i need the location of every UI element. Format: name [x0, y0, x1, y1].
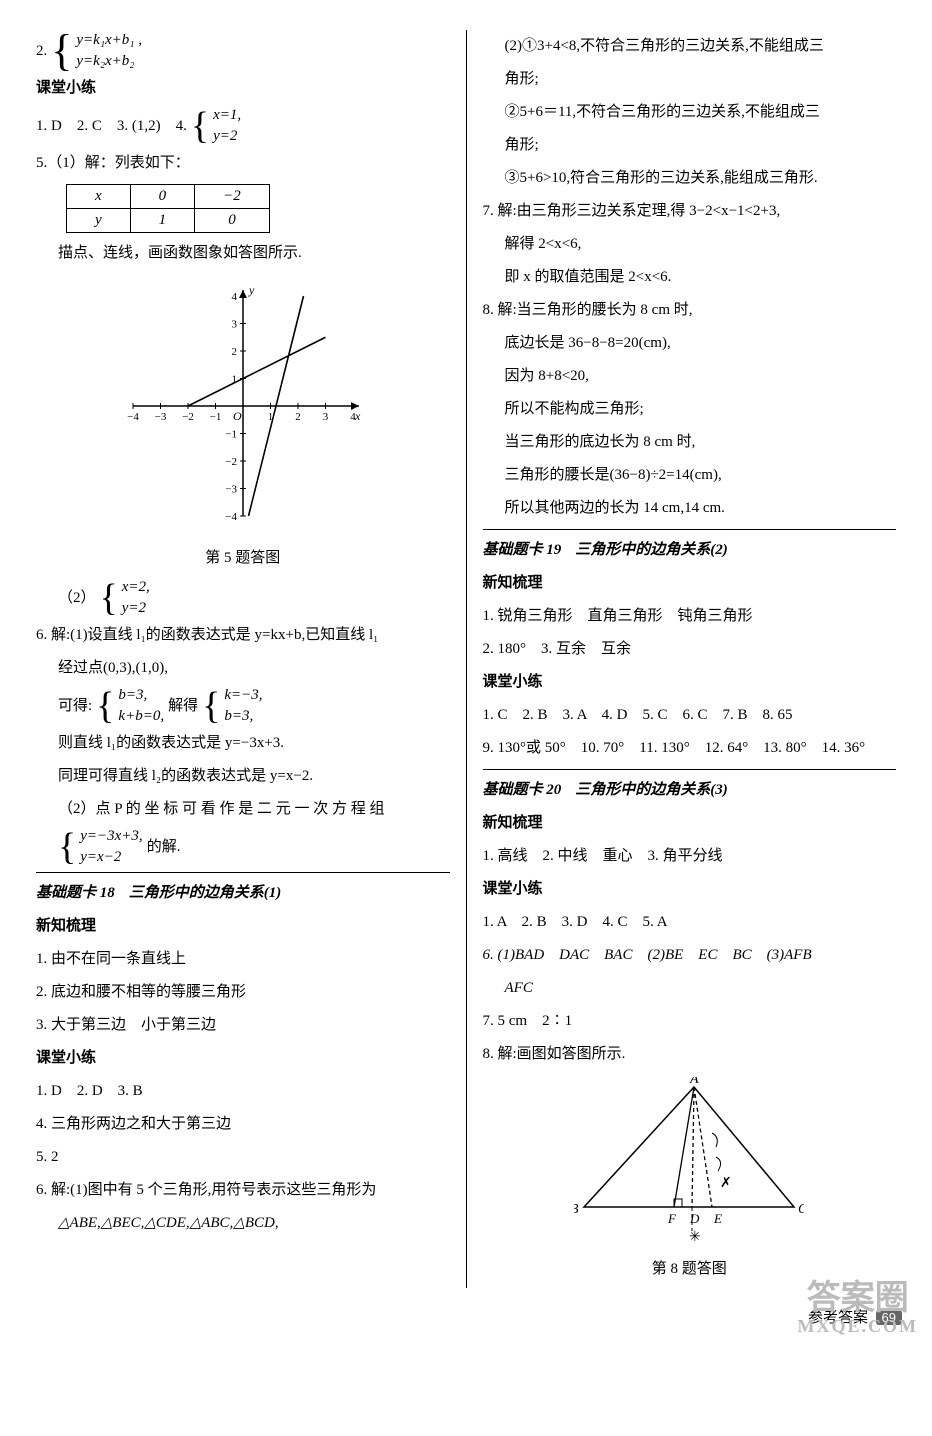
q5-caption: 第 5 题答图 [36, 542, 450, 575]
heading-new-knowledge-2: 新知梳理 [483, 567, 897, 600]
c18-s1: 1. 由不在同一条直线上 [36, 943, 450, 976]
svg-text:3: 3 [323, 411, 329, 423]
q6-line4: 则直线 l₁的函数表达式是 y=−3x+3. [36, 727, 450, 760]
card-19-title: 基础题卡 19 三角形中的边角关系(2) [483, 529, 897, 567]
svg-text:2: 2 [295, 411, 301, 423]
c20-p1: 1. A 2. B 3. D 4. C 5. A [483, 906, 897, 939]
r-line-1: (2)①3+4<8,不符合三角形的三边关系,不能组成三 [483, 30, 897, 63]
page-number: 69 [876, 1310, 902, 1325]
c19-s1: 1. 锐角三角形 直角三角形 钝角三角形 [483, 600, 897, 633]
c20-p2b: AFC [483, 972, 897, 1005]
c18-p1: 1. D 2. D 3. B [36, 1075, 450, 1108]
c18-p2: 4. 三角形两边之和大于第三边 [36, 1108, 450, 1141]
q6-line1: 6. 解:(1)设直线 l₁的函数表达式是 y=kx+b,已知直线 l₁ [36, 619, 450, 652]
r-line-11: 当三角形的底边长为 8 cm 时, [483, 426, 897, 459]
r-line-13: 所以其他两边的长为 14 cm,14 cm. [483, 492, 897, 525]
svg-text:D: D [689, 1211, 700, 1226]
r-line-9: 因为 8+8<20, [483, 360, 897, 393]
svg-text:−2: −2 [225, 456, 237, 468]
q2-equation: 2. { y=k₁x+b₁ , y=k₂x+b₂ [36, 30, 450, 72]
svg-text:3: 3 [231, 319, 237, 331]
card-18-title: 基础题卡 18 三角形中的边角关系(1) [36, 872, 450, 910]
r-line-6: 即 x 的取值范围是 2<x<6. [483, 261, 897, 294]
answers-row-1: 1. D 2. C 3. (1,2) 4. { x=1, y=2 [36, 105, 450, 147]
svg-text:−4: −4 [127, 411, 139, 423]
r-line-10: 所以不能构成三角形; [483, 393, 897, 426]
r-line-8: 底边长是 36−8−8=20(cm), [483, 327, 897, 360]
c18-s2: 2. 底边和腰不相等的等腰三角形 [36, 976, 450, 1009]
q8-caption: 第 8 题答图 [483, 1253, 897, 1286]
svg-text:C: C [798, 1202, 804, 1217]
q5-part2: （2） { x=2, y=2 [36, 577, 450, 619]
q6-equations: 可得: { b=3, k+b=0, 解得 { k=−3, b=3, [36, 685, 450, 727]
svg-text:−1: −1 [209, 411, 221, 423]
svg-text:y: y [248, 283, 255, 297]
svg-text:2: 2 [231, 346, 237, 358]
q6-system: { y=−3x+3, y=x−2 的解. [36, 826, 450, 868]
svg-text:F: F [667, 1211, 677, 1226]
r-line-2b: 角形; [483, 129, 897, 162]
r-line-4: 7. 解:由三角形三边关系定理,得 3−2<x−1<2+3, [483, 195, 897, 228]
c20-p2: 6. (1)BAD DAC BAC (2)BE EC BC (3)AFB [483, 939, 897, 972]
c20-p3: 7. 5 cm 2∶1 [483, 1005, 897, 1038]
c18-p3: 5. 2 [36, 1141, 450, 1174]
svg-text:−2: −2 [182, 411, 194, 423]
c18-s3: 3. 大于第三边 小于第三边 [36, 1009, 450, 1042]
c19-p2: 9. 130°或 50° 10. 70° 11. 130° 12. 64° 13… [483, 732, 897, 765]
svg-text:−3: −3 [225, 484, 237, 496]
heading-new-knowledge-3: 新知梳理 [483, 807, 897, 840]
svg-text:−1: −1 [225, 429, 237, 441]
q5-table: x0−2 y10 [66, 184, 270, 233]
q5-text: 描点、连线，画函数图象如答图所示. [36, 237, 450, 270]
svg-text:4: 4 [231, 291, 237, 303]
svg-text:−3: −3 [154, 411, 166, 423]
q6-line5: 同理可得直线 l₂的函数表达式是 y=x−2. [36, 760, 450, 793]
r-line-1b: 角形; [483, 63, 897, 96]
r-line-2: ②5+6＝11,不符合三角形的三边关系,不能组成三 [483, 96, 897, 129]
svg-text:B: B [574, 1202, 579, 1217]
r-line-7: 8. 解:当三角形的腰长为 8 cm 时, [483, 294, 897, 327]
c19-s2: 2. 180° 3. 互余 互余 [483, 633, 897, 666]
c18-p4: 6. 解:(1)图中有 5 个三角形,用符号表示这些三角形为 [36, 1174, 450, 1207]
page-footer: 参考答案 69 [0, 1298, 932, 1351]
heading-classroom-practice-4: 课堂小练 [483, 873, 897, 906]
q6-line2: 经过点(0,3),(1,0), [36, 652, 450, 685]
r-line-3: ③5+6>10,符合三角形的三边关系,能组成三角形. [483, 162, 897, 195]
c18-p5: △ABE,△BEC,△CDE,△ABC,△BCD, [36, 1207, 450, 1240]
svg-text:−4: −4 [225, 511, 237, 523]
heading-classroom-practice-3: 课堂小练 [483, 666, 897, 699]
r-line-12: 三角形的腰长是(36−8)÷2=14(cm), [483, 459, 897, 492]
c20-s1: 1. 高线 2. 中线 重心 3. 角平分线 [483, 840, 897, 873]
svg-text:x: x [354, 409, 361, 423]
svg-text:A: A [689, 1077, 699, 1087]
c20-p4: 8. 解:画图如答图所示. [483, 1038, 897, 1071]
svg-text:✗: ✗ [720, 1176, 732, 1191]
svg-text:O: O [233, 409, 242, 423]
q5-graph: −4−3−2−11234−4−3−2−11234Oxy [113, 276, 373, 536]
heading-new-knowledge: 新知梳理 [36, 910, 450, 943]
q5-heading: 5.（1）解：列表如下： [36, 147, 450, 180]
heading-classroom-practice-2: 课堂小练 [36, 1042, 450, 1075]
c19-p1: 1. C 2. B 3. A 4. D 5. C 6. C 7. B 8. 65 [483, 699, 897, 732]
r-line-5: 解得 2<x<6, [483, 228, 897, 261]
q8-triangle: ✳ ✗ A B C FDE [574, 1077, 804, 1247]
card-20-title: 基础题卡 20 三角形中的边角关系(3) [483, 769, 897, 807]
svg-text:✳: ✳ [689, 1230, 701, 1245]
q6-line6: （2）点 P 的 坐 标 可 看 作 是 二 元 一 次 方 程 组 [36, 793, 450, 826]
svg-text:E: E [713, 1211, 722, 1226]
heading-classroom-practice: 课堂小练 [36, 72, 450, 105]
